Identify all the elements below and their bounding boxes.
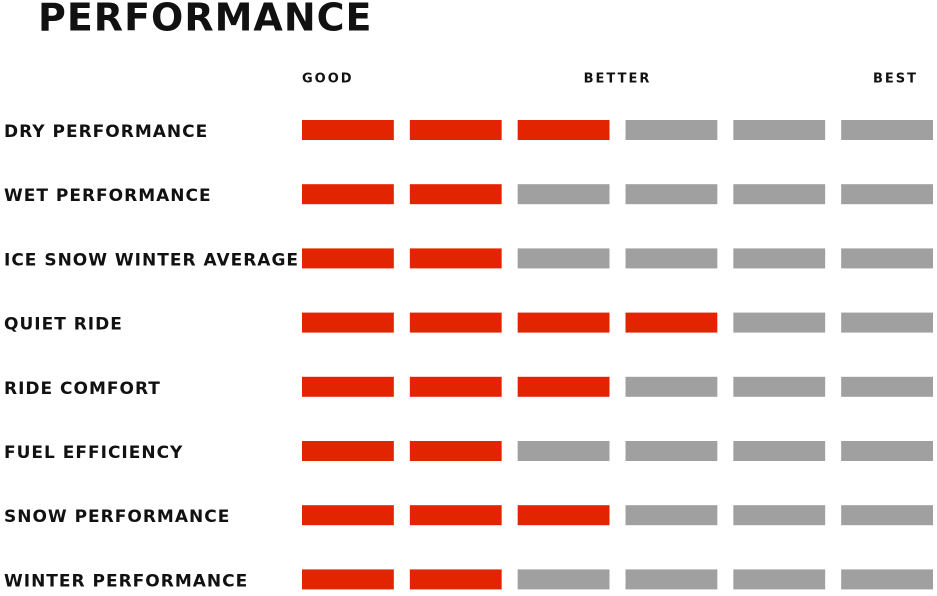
rating-segment <box>841 120 933 140</box>
scale-label: BETTER <box>584 72 652 87</box>
rating-segment <box>517 505 610 526</box>
rating-segment <box>733 505 826 526</box>
rating-segment <box>733 184 826 205</box>
row-label: SNOW PERFORMANCE <box>4 507 230 527</box>
rating-segment <box>733 312 826 333</box>
rating-segment <box>625 569 718 590</box>
rating-segment <box>733 441 826 461</box>
rating-segment <box>517 248 610 269</box>
row-label: WET PERFORMANCE <box>4 186 212 206</box>
rating-segment <box>517 120 610 140</box>
row-label: FUEL EFFICIENCY <box>4 443 183 463</box>
rating-segment <box>517 312 610 333</box>
rating-segment <box>409 376 502 397</box>
rating-segment <box>517 569 610 590</box>
rating-segment <box>409 184 502 205</box>
rating-segment <box>625 312 718 333</box>
rating-segment <box>733 569 826 590</box>
rating-segment <box>302 120 394 140</box>
rating-segment <box>517 441 610 461</box>
rating-segment <box>302 569 394 590</box>
row-label: WINTER PERFORMANCE <box>4 571 248 591</box>
rating-segment <box>517 376 610 397</box>
rating-segment <box>302 184 394 205</box>
rating-segment <box>841 248 933 269</box>
rating-segment <box>625 441 718 461</box>
rating-segment <box>733 376 826 397</box>
row-label: DRY PERFORMANCE <box>4 122 208 142</box>
rating-segment <box>302 376 394 397</box>
rating-segment <box>517 184 610 205</box>
row-label: QUIET RIDE <box>4 315 123 335</box>
rating-segment <box>841 312 933 333</box>
rating-segment <box>409 441 502 461</box>
rating-segment <box>625 505 718 526</box>
rating-segment <box>841 505 933 526</box>
rating-segment <box>625 184 718 205</box>
rating-segment <box>302 248 394 269</box>
scale-label: GOOD <box>302 72 354 87</box>
rating-segment <box>409 120 502 140</box>
rating-segment <box>625 120 718 140</box>
rating-segment <box>733 120 826 140</box>
row-label: RIDE COMFORT <box>4 379 161 399</box>
rating-segment <box>733 248 826 269</box>
rating-segment <box>409 569 502 590</box>
rating-segment <box>409 312 502 333</box>
rating-segment <box>625 376 718 397</box>
rating-segment <box>841 376 933 397</box>
rating-segment <box>841 184 933 205</box>
scale-label: BEST <box>873 72 918 87</box>
rating-segment <box>841 569 933 590</box>
rating-segment <box>625 248 718 269</box>
rating-segment <box>841 441 933 461</box>
rating-segment <box>302 441 394 461</box>
rating-segment <box>409 248 502 269</box>
title: PERFORMANCE <box>38 0 372 40</box>
row-label: ICE SNOW WINTER AVERAGE <box>4 250 299 270</box>
rating-segment <box>302 312 394 333</box>
rating-segment <box>409 505 502 526</box>
rating-segment <box>302 505 394 526</box>
